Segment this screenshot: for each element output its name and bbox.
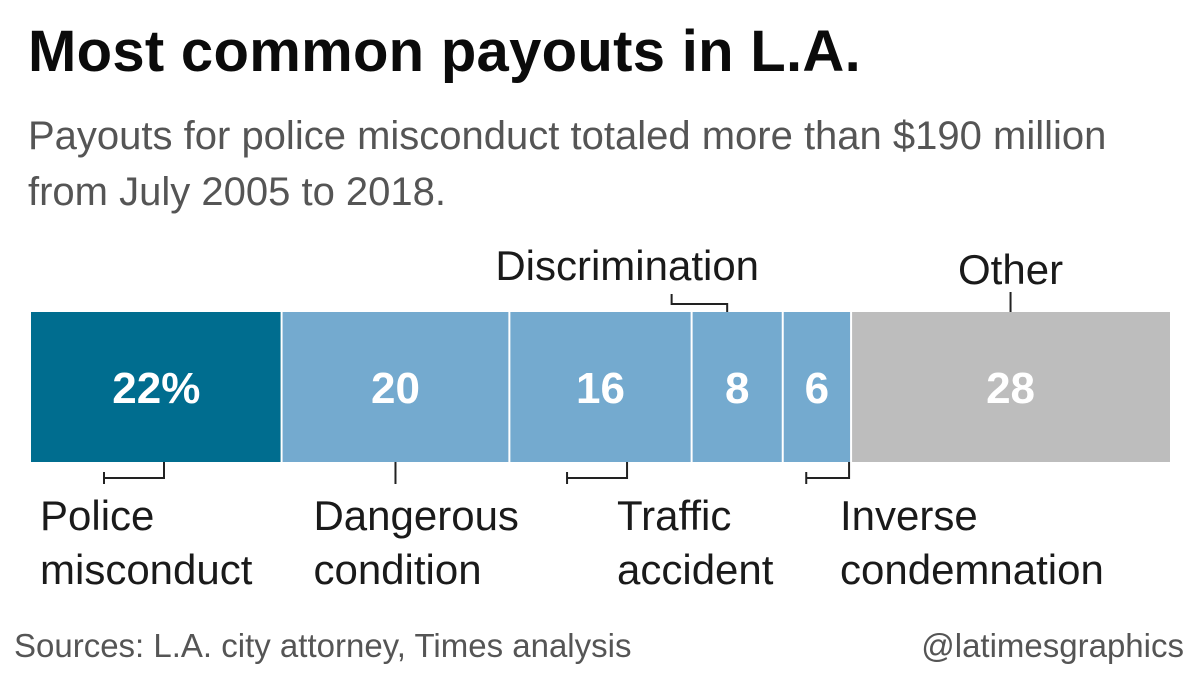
leader-bracket-2 [566, 462, 629, 484]
source-note: Sources: L.A. city attorney, Times analy… [14, 627, 632, 664]
category-label-0-line-0: Police [40, 492, 154, 539]
leader-bracket-3 [670, 294, 729, 312]
category-label-2-line-0: Traffic [617, 492, 731, 539]
value-label-2: 16 [576, 364, 625, 413]
value-label-5: 28 [986, 364, 1035, 413]
category-label-1-line-0: Dangerous [313, 492, 518, 539]
bar-segment-2 [509, 312, 692, 462]
category-label-3-line-0: Discrimination [495, 242, 759, 289]
category-label-5-line-0: Other [958, 246, 1063, 293]
bar-segment-5 [851, 312, 1170, 462]
category-label-4-line-0: Inverse [840, 492, 978, 539]
bar-segment-4 [782, 312, 852, 462]
value-label-3: 8 [725, 364, 749, 413]
leader-bracket-4 [805, 462, 851, 484]
category-label-2-line-1: accident [617, 546, 774, 593]
leader-bracket-0 [103, 462, 165, 484]
bar-segment-1 [281, 312, 510, 462]
value-label-1: 20 [371, 364, 420, 413]
bar-segment-3 [691, 312, 783, 462]
chart-subtitle: Payouts for police misconduct totaled mo… [28, 114, 1107, 214]
category-label-4-line-1: condemnation [840, 546, 1104, 593]
category-label-0-line-1: misconduct [40, 546, 253, 593]
value-label-0: 22% [112, 364, 200, 413]
value-label-4: 6 [805, 364, 829, 413]
credit-line: @latimesgraphics [921, 627, 1184, 664]
chart-title: Most common payouts in L.A. [28, 19, 862, 84]
bar-segment-0 [31, 312, 282, 462]
category-label-1-line-1: condition [313, 546, 481, 593]
